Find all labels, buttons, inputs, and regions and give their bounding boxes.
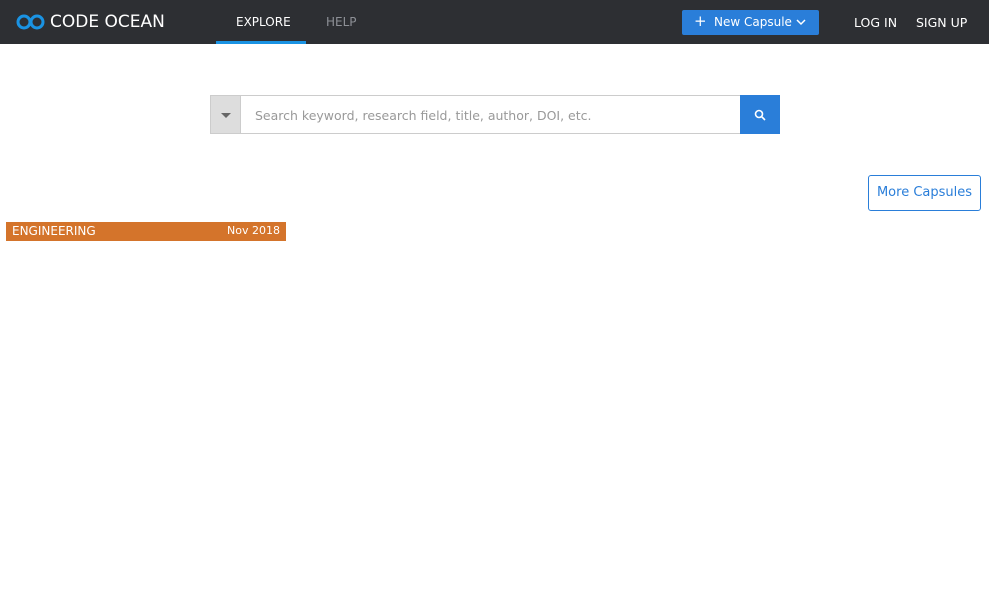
logo[interactable]: CODE OCEAN (50, 12, 165, 32)
nav-underline (216, 41, 306, 44)
nav-explore[interactable]: EXPLORE (236, 15, 291, 29)
button-label: New Capsule (714, 15, 792, 29)
search-icon (754, 109, 766, 121)
search-button[interactable] (740, 95, 780, 134)
search-input[interactable]: Search keyword, research field, title, a… (255, 108, 592, 123)
caret (221, 113, 231, 118)
capsule-card[interactable]: ENGINEERING Nov 2018 (6, 222, 286, 602)
signup[interactable]: SIGN UP (916, 15, 968, 30)
more-capsules[interactable]: More Capsules (868, 175, 981, 211)
header: CODE OCEAN EXPLORE HELP + New Capsule LO… (0, 0, 989, 44)
logo-icon (16, 14, 45, 30)
chevron (796, 19, 806, 26)
category: ENGINEERING (12, 224, 96, 238)
search-bar: Search keyword, research field, title, a… (210, 95, 780, 134)
login[interactable]: LOG IN (854, 15, 898, 30)
nav-help[interactable]: HELP (326, 15, 357, 29)
category-bar: ENGINEERING Nov 2018 (6, 222, 286, 241)
search-dropdown[interactable] (211, 96, 241, 133)
plus-icon: + (694, 12, 707, 30)
thumbnail (6, 241, 286, 443)
new-capsule-button[interactable]: + New Capsule (682, 10, 819, 35)
date: Nov 2018 (227, 224, 280, 237)
